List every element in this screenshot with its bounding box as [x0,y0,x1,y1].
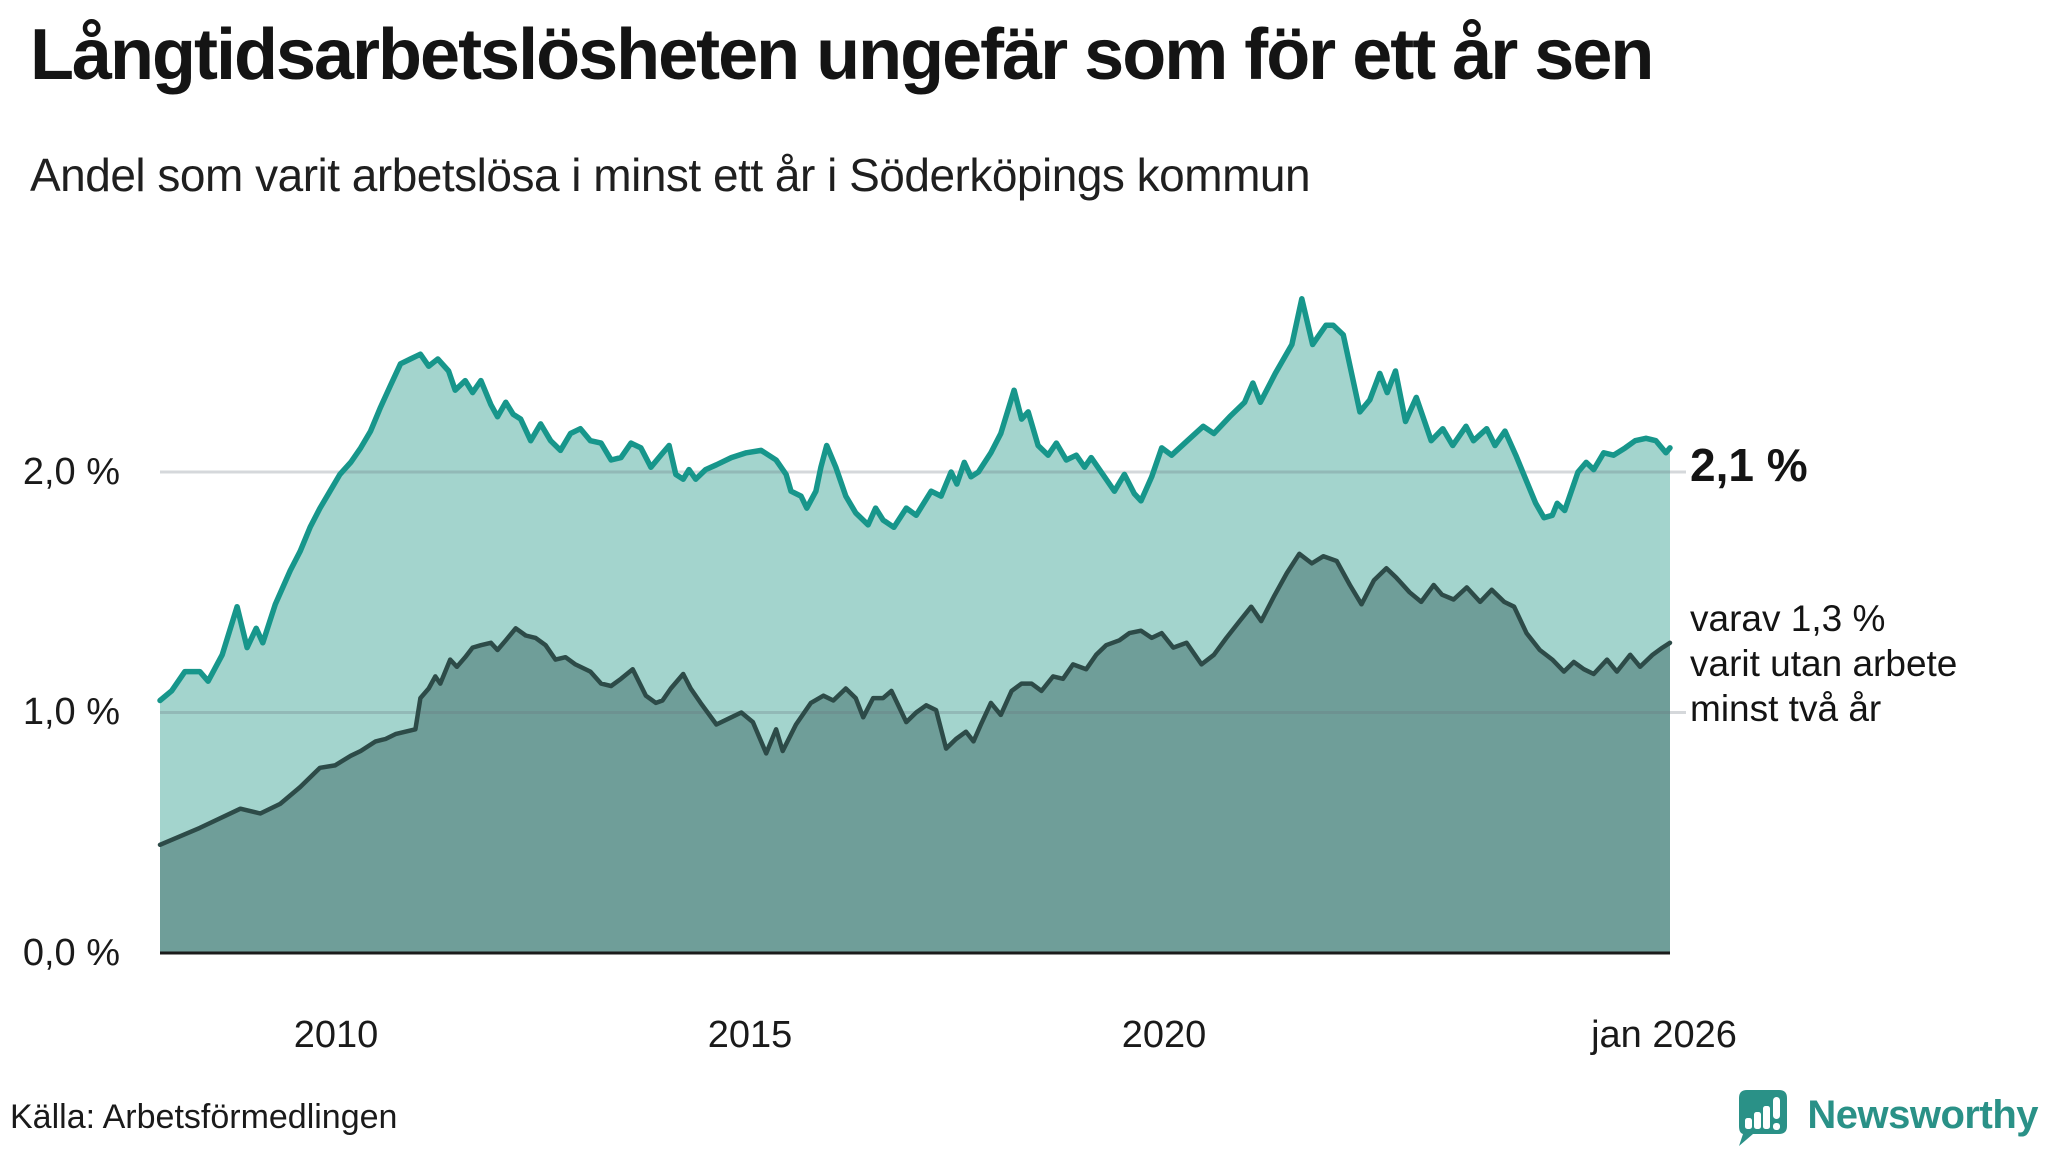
x-axis-tick-2020: 2020 [1121,1014,1207,1056]
series-total-line [157,296,1673,704]
page-subtitle: Andel som varit arbetslösa i minst ett å… [30,149,1311,201]
latest-subset-line-2: varit utan arbete [1690,643,1958,684]
latest-subset-line-1: varav 1,3 % [1690,598,1886,639]
x-axis-tick-jan2026: jan 2026 [1591,1014,1737,1056]
latest-subset-annotation: varav 1,3 % varit utan arbete minst två … [1690,596,1957,731]
latest-subset-line-3: minst två år [1690,688,1882,729]
source-attribution: Källa: Arbetsförmedlingen [10,1098,398,1136]
brand-name: Newsworthy [1807,1092,2038,1137]
y-axis-tick-0: 0,0 % [22,932,120,974]
x-axis-tick-2015: 2015 [707,1014,793,1056]
y-axis-tick-2: 2,0 % [22,451,120,493]
newsworthy-logo-icon [1739,1090,1788,1146]
series-subset-area [160,553,1670,953]
y-axis-tick-1: 1,0 % [22,691,120,733]
branding: Newsworthy [1731,1084,2038,1146]
x-axis-tick-2010: 2010 [293,1014,379,1056]
page-title: Långtidsarbetslösheten ungefär som för e… [30,15,1654,95]
series-subset-line [157,551,1673,848]
latest-total-value-label: 2,1 % [1690,439,1808,491]
